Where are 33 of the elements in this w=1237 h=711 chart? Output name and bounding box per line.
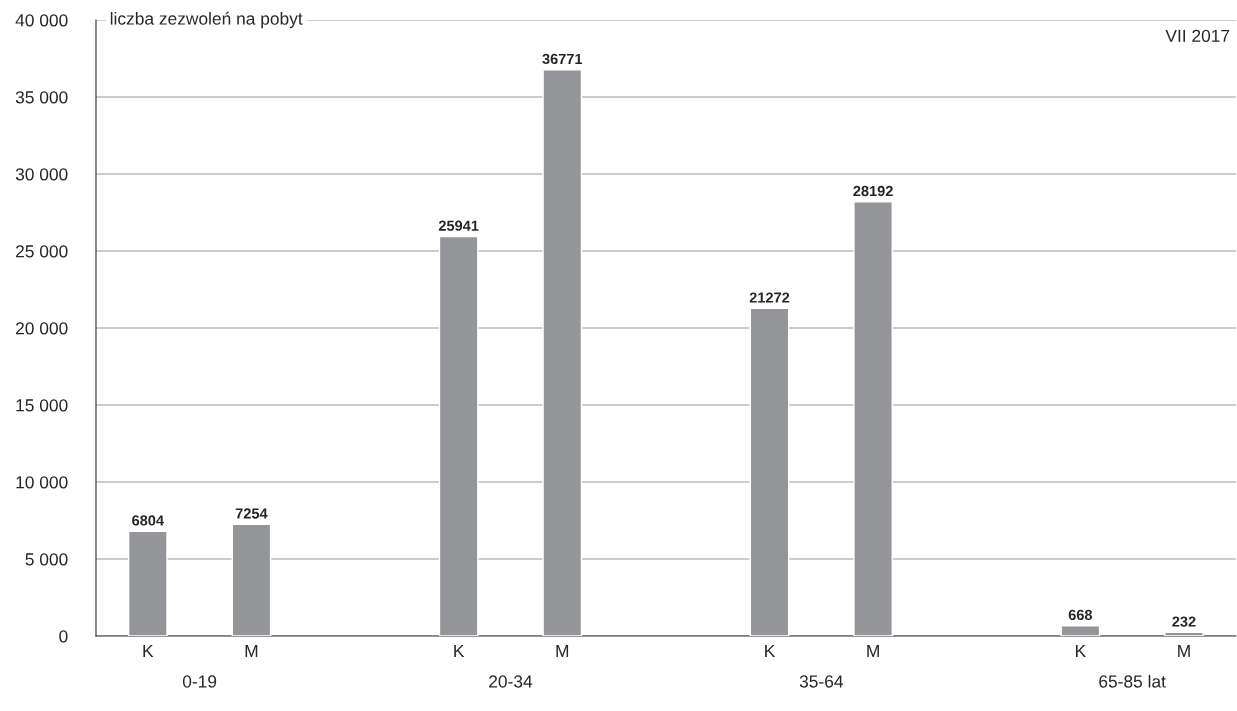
x-tick-label: M (245, 644, 258, 657)
y-tick-label: 0 (59, 630, 68, 643)
x-tick-label: M (556, 644, 569, 657)
chart-subtitle: VII 2017 (1165, 29, 1230, 42)
data-label: 7254 (235, 508, 268, 519)
y-tick-label: 20 000 (16, 322, 68, 335)
data-label: 21272 (749, 292, 790, 303)
y-tick-label: 15 000 (16, 399, 68, 412)
data-label: 25941 (438, 220, 479, 231)
y-tick-label: 10 000 (16, 476, 68, 489)
x-tick-label: K (765, 644, 776, 657)
x-tick-label: K (1075, 644, 1086, 657)
data-label: 36771 (542, 53, 583, 65)
data-label: 232 (1172, 616, 1196, 627)
y-tick-label: 25 000 (16, 245, 68, 258)
bar (1164, 631, 1204, 636)
bar (1060, 625, 1101, 636)
data-label: 6804 (132, 515, 164, 526)
y-tick-label: 5 000 (25, 553, 68, 566)
y-tick-label: 35 000 (15, 91, 68, 104)
x-tick-label: M (1178, 644, 1190, 657)
data-label: 28192 (853, 185, 893, 197)
text: 65-85 lat (1099, 674, 1166, 688)
y-tick-label: 40 000 (15, 14, 68, 27)
data-label: 668 (1068, 609, 1093, 621)
text: 35-64 (799, 675, 843, 688)
x-tick-label: K (143, 644, 154, 657)
x-tick-label: K (454, 644, 465, 657)
text: 20-34 (489, 675, 533, 688)
y-axis-title: liczba zezwoleń na pobyt (110, 11, 303, 29)
x-tick-label: M (867, 644, 879, 657)
text: 0-19 (182, 675, 217, 688)
y-tick-label: 30 000 (15, 168, 68, 181)
